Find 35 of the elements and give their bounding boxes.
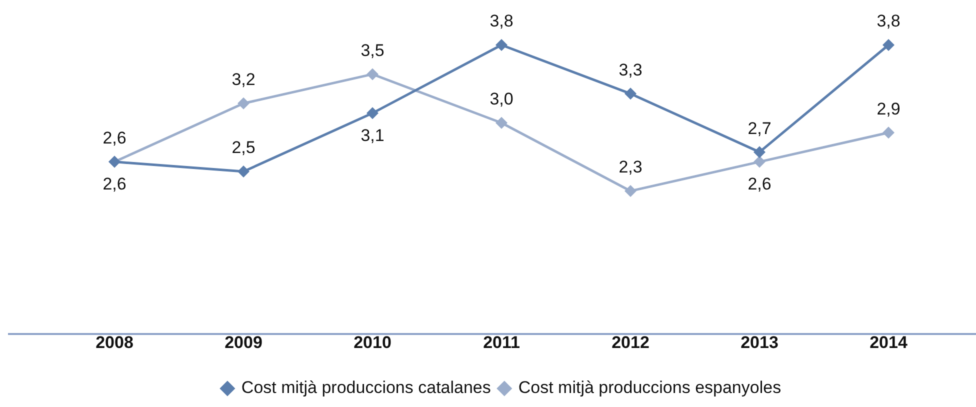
data-label: 3,1: [360, 126, 384, 145]
x-tick-label: 2010: [354, 332, 392, 352]
point: [624, 185, 636, 197]
data-label: 2,7: [748, 118, 772, 138]
data-label: 2,6: [748, 174, 772, 194]
data-label: 3,0: [490, 90, 514, 109]
data-label: 2,6: [102, 128, 126, 148]
legend-label: Cost mitjà produccions catalanes: [241, 378, 491, 398]
legend-label: Cost mitjà produccions espanyoles: [518, 378, 782, 398]
point: [366, 68, 378, 80]
data-label: 3,8: [876, 12, 900, 31]
data-label: 2,3: [618, 158, 642, 177]
x-tick-label: 2012: [612, 332, 650, 352]
x-tick-label: 2013: [740, 332, 778, 352]
data-label: 2,6: [102, 174, 126, 194]
point: [882, 39, 894, 51]
x-tick-label: 2011: [483, 332, 520, 352]
point: [366, 107, 378, 120]
data-label: 2,9: [876, 99, 900, 118]
point: [754, 146, 766, 158]
point: [238, 166, 250, 178]
data-label: 2,5: [232, 138, 256, 158]
data-label: 3,8: [490, 12, 514, 31]
x-tick-label: 2014: [870, 332, 908, 352]
data-label: 3,3: [618, 60, 642, 80]
point: [754, 156, 766, 168]
point: [496, 39, 508, 51]
point: [624, 88, 636, 100]
x-tick-label: 2009: [224, 332, 262, 352]
data-label: 3,5: [360, 40, 384, 60]
point: [496, 116, 508, 129]
x-tick-label: 2008: [96, 332, 134, 352]
point: [882, 126, 894, 139]
point: [238, 97, 250, 110]
data-label: 3,2: [232, 70, 256, 90]
